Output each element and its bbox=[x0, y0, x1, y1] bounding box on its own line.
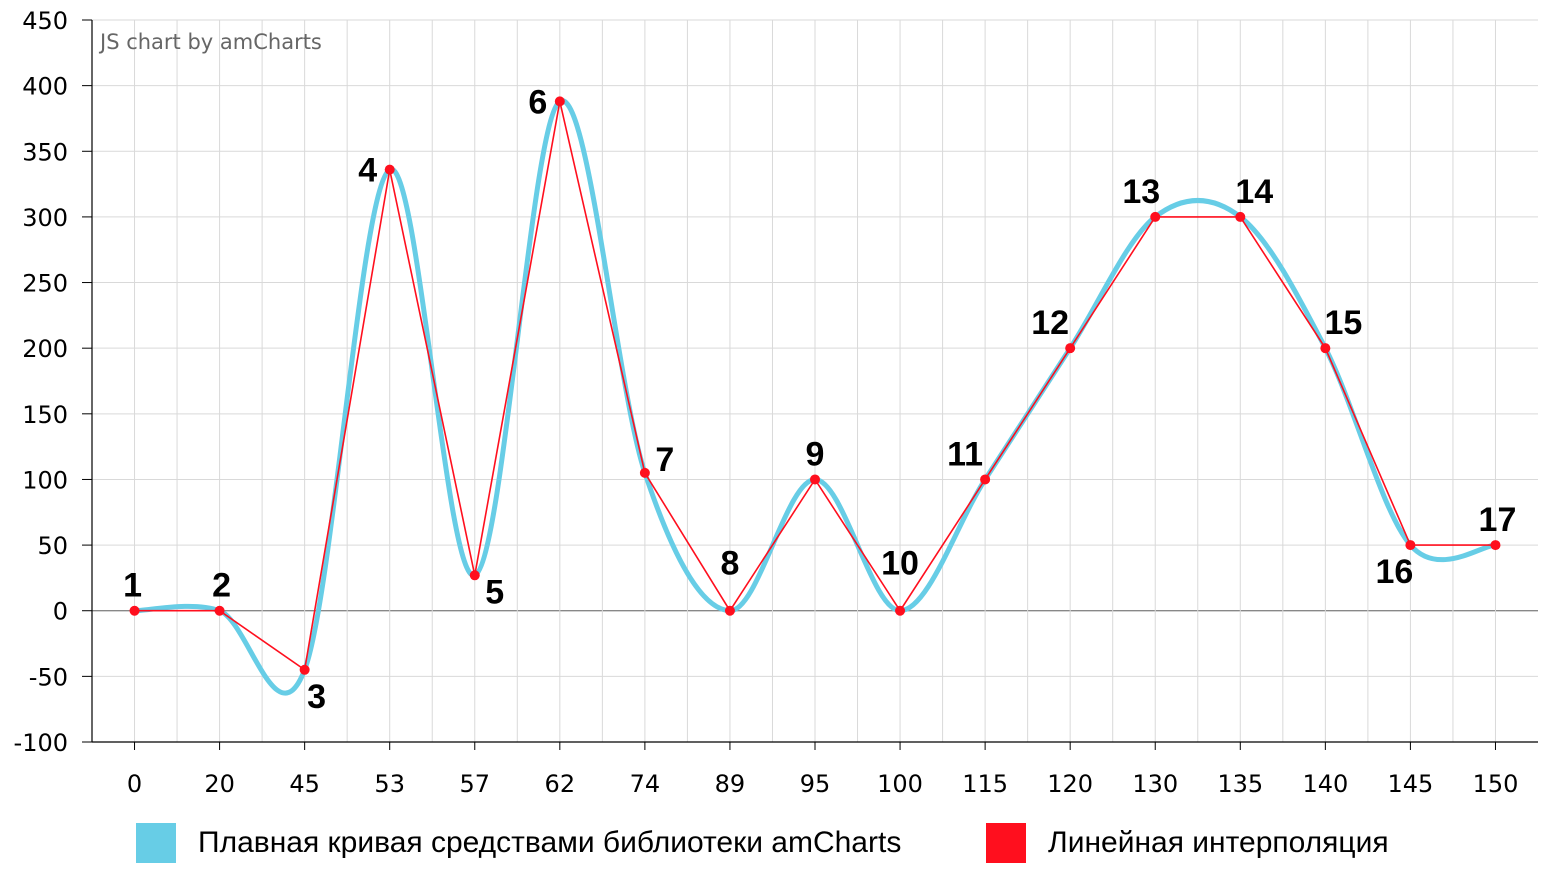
grid bbox=[92, 19, 1538, 743]
chart-credit-link[interactable]: JS chart by amCharts bbox=[100, 30, 322, 54]
point-label: 9 bbox=[806, 435, 825, 473]
data-point bbox=[724, 605, 735, 616]
point-label: 17 bbox=[1479, 501, 1517, 539]
y-tick-label: -100 bbox=[14, 729, 68, 757]
x-tick-label: 135 bbox=[1217, 770, 1263, 798]
legend-item-smooth[interactable]: Плавная кривая средствами библиотеки amC… bbox=[136, 822, 901, 864]
x-tick-label: 100 bbox=[877, 770, 923, 798]
data-point bbox=[469, 570, 480, 581]
x-tick-label: 53 bbox=[374, 770, 405, 798]
point-label: 12 bbox=[1031, 304, 1069, 342]
point-label: 16 bbox=[1375, 553, 1413, 591]
legend-item-linear[interactable]: Линейная интерполяция bbox=[986, 822, 1389, 864]
data-point bbox=[1405, 540, 1416, 551]
legend-swatch-linear bbox=[986, 823, 1026, 863]
data-point bbox=[895, 605, 906, 616]
legend-label-linear: Линейная интерполяция bbox=[1048, 826, 1389, 859]
legend-swatch-smooth bbox=[136, 823, 176, 863]
data-point bbox=[384, 164, 395, 175]
chart-legend: Плавная кривая средствами библиотеки amC… bbox=[0, 818, 1554, 868]
y-tick-label: 300 bbox=[22, 204, 68, 232]
x-tick-label: 74 bbox=[630, 770, 661, 798]
y-tick-label: 400 bbox=[22, 73, 68, 101]
y-tick-label: 450 bbox=[22, 7, 68, 35]
y-tick-label: 0 bbox=[53, 598, 68, 626]
point-label: 5 bbox=[485, 573, 504, 611]
x-tick-label: 95 bbox=[800, 770, 831, 798]
x-tick-label: 89 bbox=[715, 770, 746, 798]
point-label: 8 bbox=[720, 545, 739, 583]
point-label: 7 bbox=[655, 441, 674, 479]
data-point bbox=[1065, 343, 1076, 354]
x-tick-label: 120 bbox=[1047, 770, 1093, 798]
x-tick-label: 57 bbox=[459, 770, 490, 798]
x-tick-label: 145 bbox=[1388, 770, 1434, 798]
point-label: 15 bbox=[1324, 304, 1362, 342]
data-point bbox=[214, 605, 225, 616]
data-point bbox=[980, 474, 991, 485]
x-tick-label: 150 bbox=[1473, 770, 1519, 798]
point-label: 1 bbox=[123, 567, 142, 605]
y-tick-label: -50 bbox=[29, 663, 68, 691]
point-label: 4 bbox=[358, 152, 377, 190]
y-tick-label: 150 bbox=[22, 401, 68, 429]
point-label: 13 bbox=[1122, 173, 1160, 211]
x-tick-label: 20 bbox=[204, 770, 235, 798]
data-point bbox=[1320, 343, 1331, 354]
y-tick-label: 350 bbox=[22, 138, 68, 166]
series-line-smooth bbox=[134, 98, 1496, 696]
data-point bbox=[299, 664, 310, 675]
data-point bbox=[1235, 211, 1246, 222]
data-point bbox=[1150, 211, 1161, 222]
series bbox=[129, 96, 1501, 696]
y-tick-label: 250 bbox=[22, 270, 68, 298]
x-tick-label: 140 bbox=[1302, 770, 1348, 798]
point-label: 10 bbox=[881, 545, 919, 583]
x-tick-label: 130 bbox=[1132, 770, 1178, 798]
data-point bbox=[554, 96, 565, 107]
x-tick-label: 45 bbox=[289, 770, 320, 798]
y-tick-label: 200 bbox=[22, 335, 68, 363]
point-label: 14 bbox=[1235, 173, 1273, 211]
x-tick-label: 0 bbox=[127, 770, 142, 798]
legend-label-smooth: Плавная кривая средствами библиотеки amC… bbox=[198, 826, 902, 859]
data-point bbox=[1490, 540, 1501, 551]
point-label: 6 bbox=[528, 83, 547, 121]
x-tick-label: 115 bbox=[962, 770, 1008, 798]
y-tick-label: 100 bbox=[22, 466, 68, 494]
point-label: 3 bbox=[307, 678, 326, 716]
data-point bbox=[810, 474, 820, 485]
x-tick-label: 62 bbox=[545, 770, 576, 798]
data-point bbox=[639, 467, 650, 478]
point-label: 2 bbox=[212, 567, 231, 605]
point-label: 11 bbox=[947, 435, 983, 473]
data-point bbox=[129, 605, 140, 616]
y-tick-label: 50 bbox=[37, 532, 68, 560]
